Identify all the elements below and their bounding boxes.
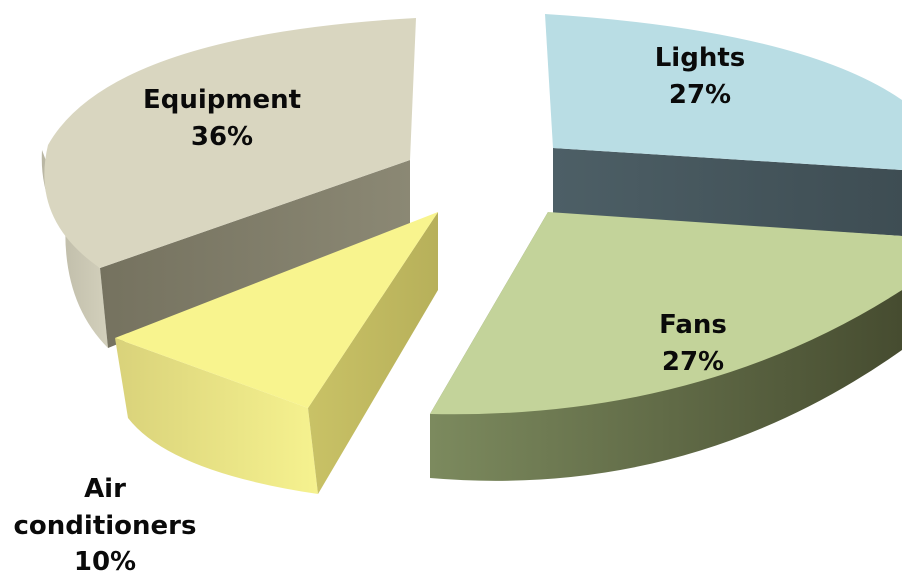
value-equipment: 36%: [191, 122, 253, 152]
slice-air-conditioners: [115, 212, 438, 494]
value-lights: 27%: [669, 80, 731, 110]
label-lights: Lights: [655, 43, 746, 73]
slice-equipment-cut-face: [100, 160, 410, 348]
slice-equipment: [41, 18, 417, 348]
slice-lights: [545, 14, 902, 236]
slice-air-conditioners-cut-face: [308, 212, 438, 494]
slice-air-conditioners-side: [115, 338, 318, 494]
value-air-conditioners: 10%: [74, 547, 136, 574]
label-air-conditioners-line-2: conditioners: [14, 511, 197, 541]
label-equipment: Equipment: [143, 85, 301, 115]
slice-air-conditioners-top: [115, 212, 438, 408]
label-air-conditioners-line-1: Air: [84, 474, 126, 504]
label-fans: Fans: [659, 310, 727, 340]
value-fans: 27%: [662, 347, 724, 377]
slice-equipment-top: [44, 18, 417, 268]
slice-lights-side: [553, 148, 902, 236]
slice-fans-top: [430, 212, 902, 415]
slice-lights-top: [545, 14, 902, 170]
slice-fans: [430, 212, 902, 481]
